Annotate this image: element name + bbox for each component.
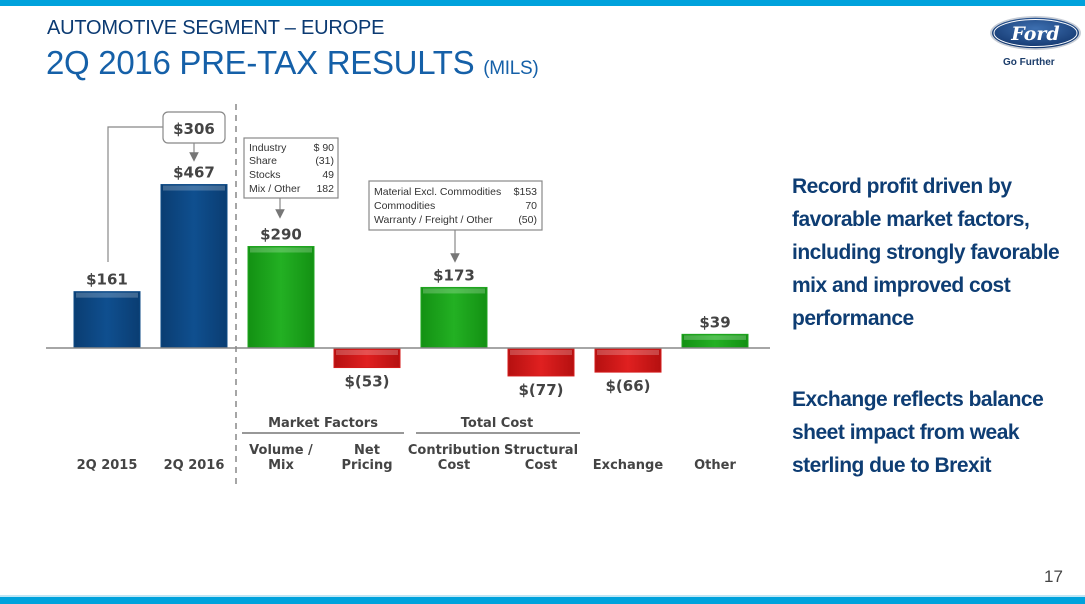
bar-highlight [163, 185, 225, 191]
callout-label: $306 [173, 120, 215, 138]
bar-structural-cost [507, 348, 575, 377]
detail-value: (31) [315, 155, 334, 167]
bar-highlight [423, 288, 485, 294]
brand-tagline: Go Further [1003, 57, 1055, 68]
detail-label: Commodities [374, 200, 435, 212]
value-label: $(53) [344, 373, 389, 391]
group-label: Market Factors [268, 416, 378, 431]
bar-2q-2015 [73, 291, 141, 349]
category-label: Volume / Mix [249, 443, 313, 473]
detail-value: 70 [525, 200, 537, 212]
detail-value: 182 [316, 183, 334, 195]
detail-value: 49 [322, 169, 334, 181]
bar-2q-2016 [160, 184, 228, 349]
bar-highlight [76, 292, 138, 298]
category-label: 2Q 2015 [77, 458, 138, 473]
change-callout: $306 [107, 111, 226, 262]
detail-label: Material Excl. Commodities [374, 186, 501, 198]
waterfall-chart: $161$467$290$(53)$173$(77) $(66)$39 $306 … [46, 104, 770, 485]
bar-highlight [597, 350, 659, 355]
value-label: $173 [433, 266, 475, 284]
commentary-2: Exchange reflects balance sheet impact f… [792, 388, 1044, 477]
detail-box-volume-mix: Industry $ 90 Share (31) Stocks 49 Mix /… [243, 137, 339, 219]
category-label: 2Q 2016 [164, 458, 225, 473]
value-label: $467 [173, 164, 215, 182]
bar-highlight [336, 350, 398, 355]
top-accent-bar [0, 0, 1085, 6]
bar-highlight [250, 247, 312, 253]
title-unit: (MILS) [483, 58, 539, 79]
detail-box-contribution-cost: Material Excl. Commodities $153 Commodit… [368, 180, 543, 263]
category-label: Net Pricing [341, 443, 392, 473]
slide-title: 2Q 2016 PRE-TAX RESULTS (MILS) [46, 44, 539, 82]
commentary-1: Record profit driven by favorable market… [792, 175, 1060, 330]
title-text: 2Q 2016 PRE-TAX RESULTS [46, 44, 475, 81]
detail-label: Industry [249, 142, 287, 154]
bottom-accent-bar [0, 595, 1085, 604]
detail-value: $153 [514, 186, 538, 198]
bar-volume-mix [247, 246, 315, 349]
bar-contribution-cost [420, 286, 488, 349]
category-label: Exchange [593, 458, 664, 473]
value-label: $290 [260, 226, 302, 244]
detail-label: Stocks [249, 169, 281, 181]
value-label: $(77) [518, 381, 563, 399]
detail-label: Warranty / Freight / Other [374, 214, 493, 226]
detail-value: $ 90 [314, 142, 335, 154]
value-label: $39 [699, 313, 730, 331]
logo-text: Ford [1010, 23, 1059, 45]
page-number: 17 [1044, 567, 1063, 586]
slide-subtitle: AUTOMOTIVE SEGMENT – EUROPE [47, 17, 385, 39]
category-label: Other [694, 458, 736, 473]
group-market-factors: Market Factors [242, 416, 404, 434]
bar-exchange [594, 348, 662, 373]
ford-logo-icon: Ford [990, 16, 1081, 50]
detail-label: Share [249, 155, 277, 167]
category-label: Contribution Cost [408, 443, 500, 473]
group-label: Total Cost [461, 416, 533, 431]
bar-highlight [510, 350, 572, 355]
value-label: $(66) [605, 377, 650, 395]
value-label: $161 [86, 271, 128, 289]
detail-label: Mix / Other [249, 183, 301, 195]
detail-value: (50) [518, 214, 537, 226]
group-total-cost: Total Cost [416, 416, 580, 434]
category-label: Structural Cost [504, 443, 578, 473]
bar-highlight [684, 335, 746, 340]
bar-net-pricing [333, 348, 401, 369]
